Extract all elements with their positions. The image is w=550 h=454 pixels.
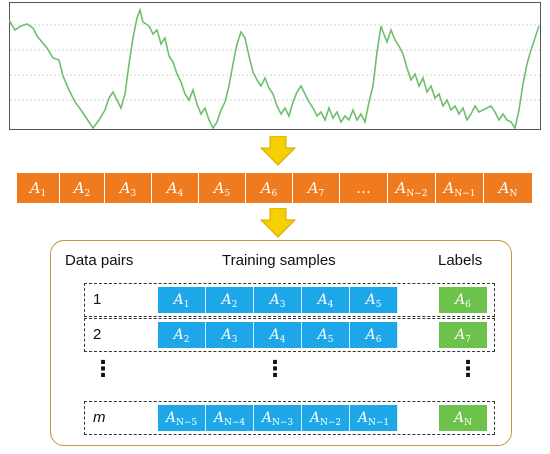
- data-pair-row: [84, 401, 495, 435]
- training-sample-label: A2: [173, 327, 190, 345]
- training-sample-label: A3: [221, 327, 238, 345]
- row-index: 2: [93, 326, 102, 343]
- data-pair-row: [84, 318, 495, 352]
- training-sample-cell: AN−1: [350, 405, 398, 431]
- training-sample-label: AN−3: [261, 410, 294, 428]
- label-cell-text: AN: [454, 410, 472, 428]
- sequence-cell: A4: [152, 173, 199, 203]
- sequence-cell: AN−1: [436, 173, 484, 203]
- training-sample-label: A6: [365, 327, 382, 345]
- sequence-cell-label: A7: [307, 179, 325, 199]
- sequence-cell: …: [340, 173, 388, 203]
- sequence-cell: A2: [60, 173, 105, 203]
- sequence-cell: AN−2: [388, 173, 436, 203]
- training-sample-cell: A2: [158, 322, 206, 348]
- training-sample-cell: AN−4: [206, 405, 254, 431]
- sequence-cell-label: AN−2: [395, 179, 428, 199]
- ellipsis-index: ⋮: [92, 357, 114, 382]
- training-sample-label: A5: [365, 292, 382, 310]
- sequence-cell-label: A5: [213, 179, 231, 199]
- header-data-pairs: Data pairs: [65, 252, 134, 269]
- row-index: 1: [93, 291, 102, 308]
- training-sample-cell: A4: [254, 322, 302, 348]
- training-sample-cell: AN−3: [254, 405, 302, 431]
- training-sample-cell: A6: [350, 322, 398, 348]
- training-sample-cell: A4: [302, 287, 350, 313]
- label-cell: A7: [439, 322, 487, 348]
- sequence-cell: A6: [246, 173, 293, 203]
- sequence-cell-label: A6: [260, 179, 278, 199]
- training-sample-label: A4: [317, 292, 334, 310]
- row-index: m: [93, 409, 106, 426]
- label-cell-text: A7: [455, 327, 471, 345]
- training-sample-cell: A1: [158, 287, 206, 313]
- training-sample-label: AN−1: [357, 410, 390, 428]
- training-sample-cell: A3: [206, 322, 254, 348]
- sequence-cell-label: A2: [73, 179, 91, 199]
- label-cell-text: A6: [455, 292, 471, 310]
- header-training-samples: Training samples: [222, 252, 336, 269]
- sequence-cell: A1: [17, 173, 60, 203]
- data-pairs-panel: [50, 240, 512, 446]
- training-sample-label: AN−5: [165, 410, 198, 428]
- ellipsis-labels: ⋮: [457, 357, 479, 382]
- training-sample-cell: A5: [302, 322, 350, 348]
- time-series-chart: [9, 2, 541, 130]
- sequence-cell-label: A3: [119, 179, 137, 199]
- down-arrow-top: [260, 136, 296, 166]
- training-sample-label: A2: [221, 292, 238, 310]
- training-sample-cell: A5: [350, 287, 398, 313]
- training-sample-label: AN−4: [213, 410, 246, 428]
- series-line: [9, 7, 540, 130]
- sequence-cell-label: AN−1: [443, 179, 476, 199]
- training-sample-label: AN−2: [309, 410, 342, 428]
- sequence-cell: A5: [199, 173, 246, 203]
- sequence-cell: A7: [293, 173, 340, 203]
- header-labels: Labels: [438, 252, 483, 269]
- sequence-cell: AN: [484, 173, 533, 203]
- sequence-cell-label: AN: [498, 179, 518, 199]
- ellipsis-samples: ⋮: [264, 357, 286, 382]
- sequence-cell-label: …: [356, 179, 371, 197]
- training-sample-cell: AN−2: [302, 405, 350, 431]
- sequence-cell: A3: [105, 173, 152, 203]
- down-arrow-bottom: [260, 208, 296, 238]
- training-sample-cell: AN−5: [158, 405, 206, 431]
- training-sample-cell: A3: [254, 287, 302, 313]
- training-sample-cell: A2: [206, 287, 254, 313]
- label-cell: A6: [439, 287, 487, 313]
- training-sample-label: A3: [269, 292, 286, 310]
- sequence-cell-label: A1: [29, 179, 47, 199]
- label-cell: AN: [439, 405, 487, 431]
- training-sample-label: A1: [173, 292, 190, 310]
- training-sample-label: A4: [269, 327, 286, 345]
- sequence-cell-label: A4: [166, 179, 184, 199]
- data-pair-row: [84, 283, 495, 317]
- training-sample-label: A5: [317, 327, 334, 345]
